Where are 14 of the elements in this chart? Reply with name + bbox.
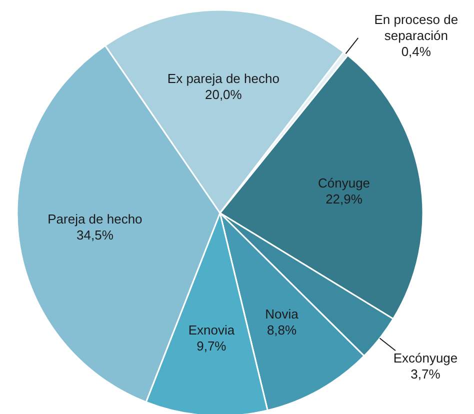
slice-label: Novia xyxy=(265,306,300,322)
slice-label: Excónyuge xyxy=(393,350,458,366)
data-label: 9,7% xyxy=(196,338,227,354)
data-label: 20,0% xyxy=(204,87,242,102)
slice-label: Ex pareja de hecho xyxy=(167,71,280,86)
data-label: 0,4% xyxy=(401,44,432,59)
data-label: 8,8% xyxy=(266,322,298,338)
slice-label: En proceso de separación xyxy=(374,12,458,43)
slice-label: Pareja de hecho xyxy=(48,211,142,226)
slice-label: Exnovia xyxy=(188,322,236,338)
data-label: 22,9% xyxy=(326,192,363,207)
slice-label: Cónyuge xyxy=(318,176,370,191)
data-label: 3,7% xyxy=(410,366,441,382)
data-label: 34,5% xyxy=(76,227,114,242)
